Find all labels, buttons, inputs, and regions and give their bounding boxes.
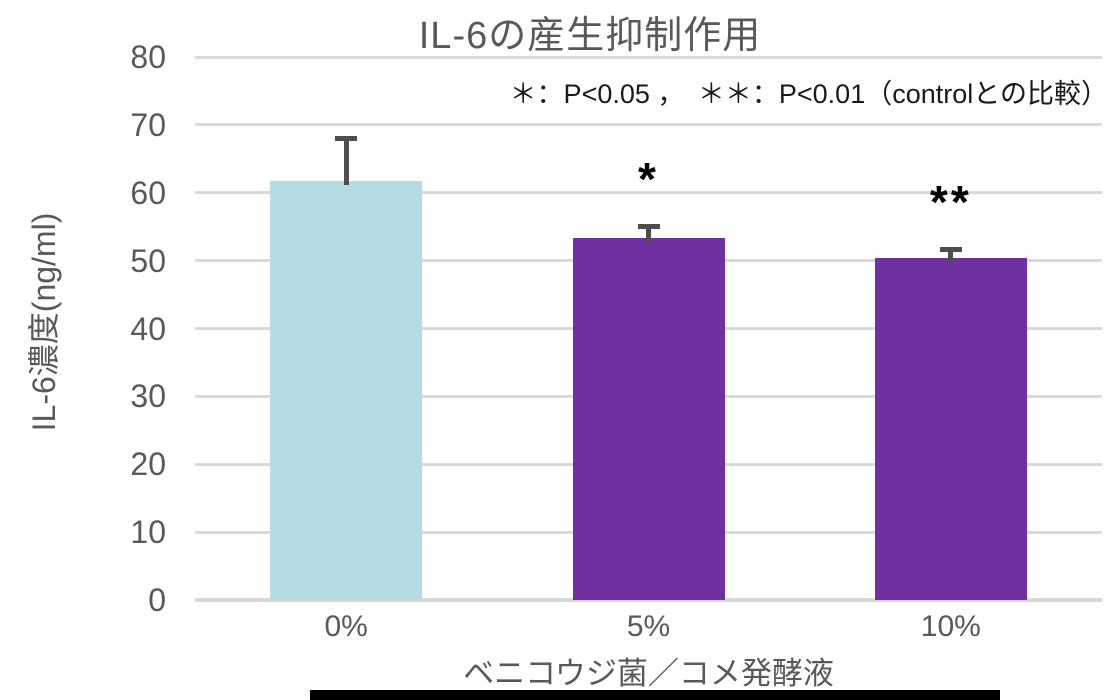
y-tick-label: 30 [130,378,166,415]
error-bar-stem [343,139,349,186]
x-tick-label: 10% [920,610,981,643]
y-tick-label: 70 [130,106,166,143]
bar-5% [572,237,725,600]
x-tick-label: 5% [626,610,671,643]
error-bar-stem [646,226,651,242]
x-axis-baseline [195,598,1102,602]
bar-10% [874,257,1027,600]
gridline [195,123,1102,127]
chart-title: IL-6の産生抑制作用 [418,15,762,57]
y-tick-label: 0 [148,582,166,618]
y-tick-label: 40 [130,310,166,347]
plot-area: * ** [195,55,1102,602]
error-bar-cap [637,223,660,229]
error-bar-cap [335,136,358,142]
bottom-underline [310,690,1000,700]
significance-marker: ** [929,176,972,229]
x-axis-tick-labels: 0% 5% 10% [195,610,1102,652]
y-tick-label: 60 [130,174,166,211]
significance-marker: * [638,152,659,205]
error-bar-cap [939,247,962,253]
error-bar-stem [948,250,954,262]
y-tick-label: 80 [130,39,166,75]
y-tick-label: 50 [130,242,166,279]
x-tick-label: 0% [324,610,368,643]
gridline [195,191,1102,195]
y-tick-label: 20 [130,446,166,483]
y-tick-label: 10 [130,514,166,551]
bar-0% [270,181,423,600]
gridline [195,55,1102,59]
significance-note: ＊：P<0.05 ， ＊＊：P<0.01（controlとの比較） [509,79,1108,109]
y-axis-tick-labels: 0 10 20 30 40 50 60 70 80 [0,41,166,616]
x-axis-title: ベニコウジ菌／コメ発酵液 [463,656,834,691]
